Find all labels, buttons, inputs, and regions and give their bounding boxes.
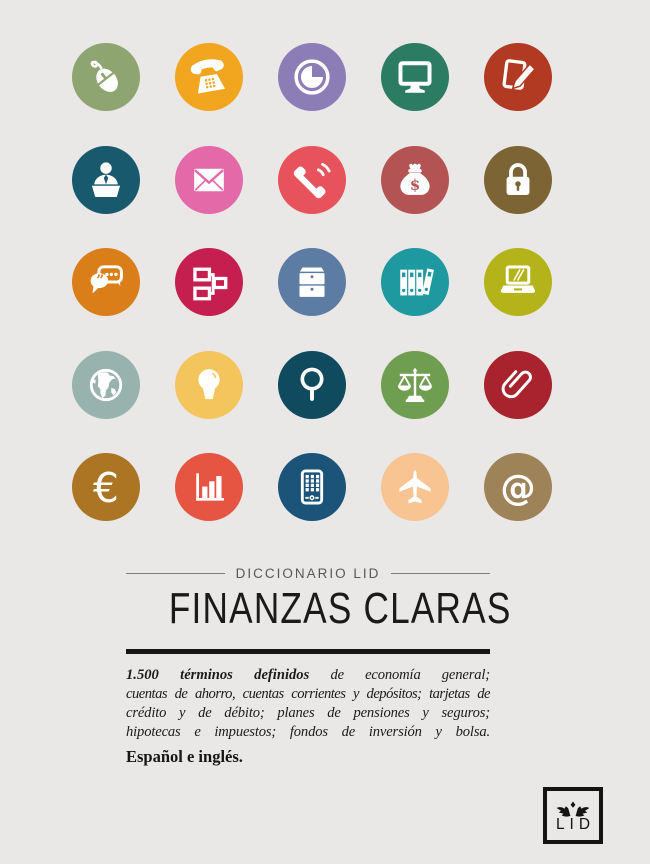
binders-circle [381,248,449,316]
envelope-circle [175,146,243,214]
telephone-icon [190,59,226,94]
telephone-circle [175,43,243,111]
kicker: DICCIONARIO LID [126,566,491,581]
publisher-crest-icon [556,801,590,817]
publisher-logo-text: LID [555,815,596,833]
chat-bubbles-icon: ” [90,265,123,294]
airplane-circle [381,453,449,521]
description-lead: 1.500 términos definidos [126,667,310,683]
money-bag-circle: $ [381,146,449,214]
org-chart-circle [175,248,243,316]
drawers-circle [278,248,346,316]
edit-document-circle [484,43,552,111]
airplane-icon [399,469,431,504]
at-sign-icon: @ [500,468,535,509]
laptop-circle [484,248,552,316]
ringing-phone-icon [293,162,331,199]
monitor-circle [381,43,449,111]
page-title: FINANZAS CLARAS [168,584,512,633]
svg-text:”: ” [96,273,104,289]
monitor-icon [398,61,432,93]
paperclip-circle [484,351,552,419]
globe-circle [72,351,140,419]
lightbulb-circle [175,351,243,419]
kicker-text: DICCIONARIO LID [235,566,381,581]
clock-icon [294,59,330,95]
at-sign-circle: @ [484,453,552,521]
bar-chart-circle [175,453,243,521]
description-line: crédito y de débito; planes de pensiones… [126,705,490,721]
calculator-phone-circle [278,453,346,521]
mouse-icon [90,60,118,92]
laptop-icon [500,265,536,293]
description-line: hipotecas e impuestos; fondos de inversi… [126,724,490,740]
ringing-phone-circle [278,146,346,214]
calculator-phone-icon [300,469,324,505]
kicker-line-right [391,573,491,574]
paperclip-icon [501,370,532,399]
scales-icon [397,367,433,403]
money-bag-icon: $ [400,163,430,195]
org-chart-icon [193,267,228,301]
svg-text:$: $ [410,176,420,194]
title-rule [126,649,490,654]
euro-icon: € [93,465,119,509]
svg-text:€: € [93,465,119,509]
description-line: cuentas de ahorro, cuentas corrientes y … [126,686,491,702]
padlock-circle [484,146,552,214]
lightbulb-icon [198,369,220,400]
scales-circle [381,351,449,419]
bar-chart-icon [196,473,224,501]
description: 1.500 términos definidos de economía gen… [126,666,491,742]
padlock-icon [506,163,530,195]
magnifier-circle [278,351,346,419]
globe-icon [89,368,123,402]
languages-note: Español e inglés. [126,747,243,766]
edit-document-icon [502,59,536,90]
kicker-line-left [126,573,225,574]
binders-icon [400,268,434,296]
mouse-circle [72,43,140,111]
svg-text:@: @ [500,468,535,509]
publisher-logo: LID [543,787,603,844]
speaker-podium-circle [72,146,140,214]
magnifier-icon [300,367,324,401]
drawers-icon [299,267,325,297]
speaker-podium-icon [91,162,121,198]
envelope-icon [194,168,224,192]
euro-circle: € [72,453,140,521]
description-line: 1.500 términos definidos de economía gen… [126,667,491,683]
chat-bubbles-circle: ” [72,248,140,316]
clock-circle [278,43,346,111]
